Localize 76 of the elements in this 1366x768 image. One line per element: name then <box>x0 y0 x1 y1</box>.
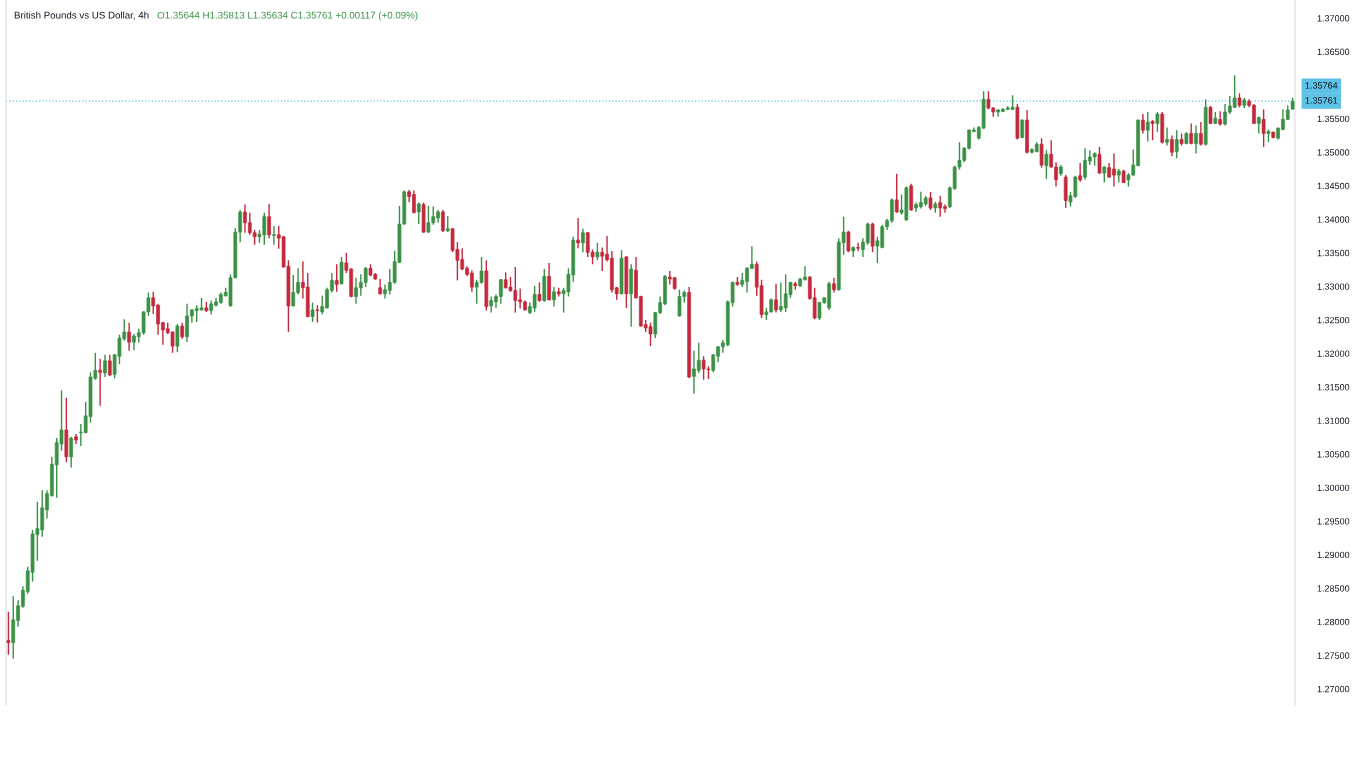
y-tick-label: 1.30000 <box>1317 484 1350 492</box>
y-tick-label: 1.37000 <box>1317 15 1350 22</box>
candlestick <box>1199 121 1203 147</box>
candlestick <box>479 256 484 285</box>
candlestick <box>600 246 605 272</box>
y-tick-label: 1.29000 <box>1317 551 1350 559</box>
candlestick <box>1039 137 1044 169</box>
y-tick-label: 1.31500 <box>1317 384 1350 391</box>
candlestick <box>1165 126 1169 147</box>
candlestick <box>291 274 296 308</box>
y-tick-label: 1.30500 <box>1317 451 1350 458</box>
ref-line-label: 1.35761 <box>1305 97 1338 104</box>
candlestick <box>774 283 778 314</box>
candlestick <box>576 217 580 249</box>
candlestick <box>272 225 276 246</box>
y-tick-label: 1.32000 <box>1317 350 1350 357</box>
candlestick <box>894 173 899 214</box>
y-tick-label: 1.34500 <box>1317 182 1350 190</box>
candlestick <box>581 228 585 253</box>
candlestick <box>498 278 503 305</box>
y-tick-label: 1.27500 <box>1317 652 1350 659</box>
candlestick <box>170 330 175 354</box>
candlestick <box>489 295 494 314</box>
candlestick <box>1097 146 1102 175</box>
candlestick <box>1232 74 1237 109</box>
y-tick-label: 1.27000 <box>1317 685 1350 693</box>
candlestick <box>1155 111 1160 133</box>
text: O1.35644 H1.35813 L1.35634 C1.35761 +0.00117 (+0.09%) <box>157 11 418 21</box>
y-tick-label: 1.28500 <box>1317 585 1350 592</box>
candlestick <box>928 191 933 211</box>
candlestick <box>677 289 682 318</box>
y-tick-label: 1.34000 <box>1317 216 1350 223</box>
candlestick <box>1170 134 1174 157</box>
candlestick <box>98 358 102 407</box>
y-tick-label: 1.32500 <box>1317 316 1350 324</box>
candlestick <box>1078 162 1083 183</box>
y-tick-label: 1.36500 <box>1317 48 1350 56</box>
candlestick <box>696 342 701 374</box>
candlestick <box>69 435 74 469</box>
y-tick-label: 1.33000 <box>1317 283 1350 290</box>
candlestick <box>532 285 537 313</box>
candlestick <box>310 301 315 323</box>
text: 1.35764 <box>1305 82 1338 89</box>
candlestick <box>1194 124 1198 155</box>
candlestick <box>1141 113 1145 135</box>
candlestick <box>441 209 445 233</box>
candlestick <box>1145 111 1150 143</box>
candlestick <box>363 266 368 288</box>
candlestick <box>1174 129 1179 160</box>
candlestick <box>1044 149 1049 180</box>
candlestick <box>938 195 943 218</box>
candlestick <box>552 286 556 308</box>
y-tick-label: 1.29500 <box>1317 518 1350 525</box>
candlestick <box>870 222 875 253</box>
candlestick <box>1261 108 1266 148</box>
candlestick <box>267 203 271 239</box>
candlestick <box>537 281 542 303</box>
candlestick <box>426 205 431 234</box>
candlestick <box>547 262 551 302</box>
y-tick-label: 1.28000 <box>1317 618 1350 626</box>
y-tick-label: 1.31000 <box>1317 417 1350 424</box>
candlestick <box>127 321 131 352</box>
text: British Pounds vs US Dollar, 4h <box>14 11 149 20</box>
candlestick <box>103 354 107 378</box>
candlestick <box>6 611 11 656</box>
candlestick <box>856 242 860 252</box>
candlestick <box>175 323 180 353</box>
y-tick-label: 1.35500 <box>1317 115 1350 123</box>
candlestick <box>339 256 344 286</box>
candlestick <box>11 595 16 660</box>
candlestick <box>1150 119 1155 141</box>
y-tick-label: 1.33500 <box>1317 249 1350 257</box>
y-tick-label: 1.35000 <box>1317 149 1350 156</box>
candlestick <box>1063 174 1068 209</box>
candlestick <box>648 321 653 347</box>
candlestick <box>334 263 339 293</box>
